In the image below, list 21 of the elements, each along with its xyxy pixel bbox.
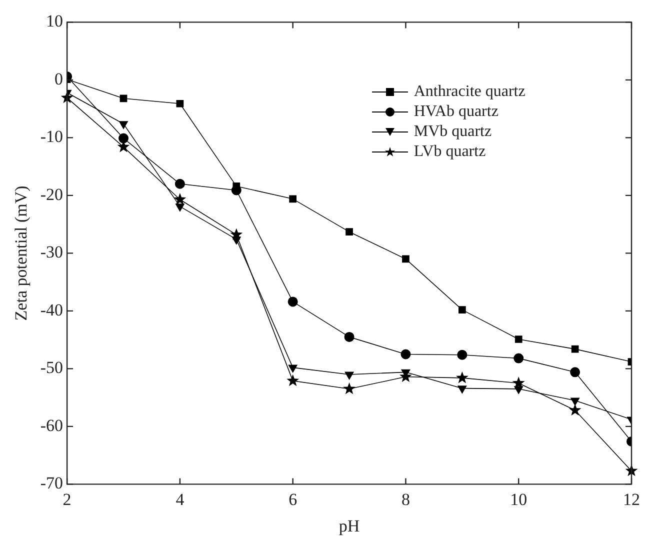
y-tick-label: -20: [40, 184, 64, 204]
y-tick-label: -60: [40, 416, 64, 435]
legend-label: HVAb quartz: [414, 102, 498, 122]
legend-label: Anthracite quartz: [414, 82, 526, 102]
x-tick-label: 4: [176, 490, 185, 509]
y-tick-label: -30: [40, 242, 64, 262]
x-tick-label: 10: [510, 490, 528, 509]
y-tick-label: -50: [40, 358, 64, 378]
y-tick-label: 10: [46, 12, 64, 31]
legend-label: LVb quartz: [414, 142, 486, 162]
y-axis-title: Zeta potential (mV): [12, 186, 31, 321]
x-axis-title: pH: [338, 516, 360, 536]
x-tick-label: 6: [288, 490, 298, 509]
x-tick-label: 2: [62, 490, 72, 509]
x-tick-label: 8: [401, 490, 410, 509]
y-tick-label: 0: [54, 69, 64, 88]
y-tick-label: -70: [40, 474, 64, 493]
legend-label: MVb quartz: [414, 122, 492, 142]
y-tick-label: -10: [40, 127, 64, 146]
x-tick-label: 12: [623, 490, 640, 509]
y-tick-label: -40: [40, 300, 64, 320]
